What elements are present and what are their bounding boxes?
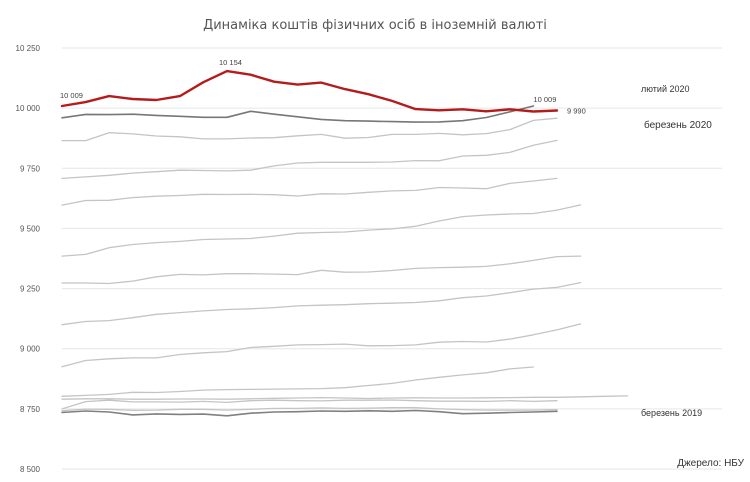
series-line-5: [61, 323, 582, 368]
data-label: 10 154: [219, 58, 242, 67]
y-tick-label: 9 750: [20, 164, 41, 173]
series-line-0: [61, 409, 558, 417]
label-layer: 10 009 10 154 10 009 9 990: [60, 58, 586, 115]
series-line-8: [61, 204, 582, 257]
series-line-12: [61, 105, 535, 123]
y-axis: 8 500 8 750 9 000 9 250 9 500 9 750 10 000 10 2…: [16, 44, 41, 474]
series-line-9: [61, 177, 558, 206]
y-tick-label: 10 250: [16, 44, 41, 53]
series-line-6: [61, 281, 582, 326]
data-label: 10 009: [533, 95, 556, 104]
series-line-11: [61, 117, 558, 142]
grid-layer: [62, 47, 722, 470]
series-line-3: [61, 395, 629, 400]
y-tick-label: 8 750: [20, 405, 41, 414]
series-line-2: [61, 399, 558, 410]
series-line-4: [61, 366, 535, 397]
y-tick-label: 8 500: [20, 465, 41, 474]
data-label: 10 009: [60, 91, 83, 100]
series-layer: [60, 69, 629, 417]
data-label: 9 990: [567, 107, 586, 116]
series-label-mar-2019: березень 2019: [641, 408, 702, 418]
series-line-10: [61, 139, 558, 180]
chart-title: Динаміка коштів фізичних осіб в іноземні…: [203, 18, 547, 33]
series-label-mar-2020: березень 2020: [644, 119, 712, 131]
y-tick-label: 9 250: [20, 285, 41, 294]
y-tick-label: 9 000: [20, 345, 41, 354]
series-label-feb-2020: лютий 2020: [641, 84, 690, 94]
y-tick-label: 10 000: [16, 104, 41, 113]
series-line-1: [61, 407, 558, 412]
y-tick-label: 9 500: [20, 224, 41, 233]
source-note: Джерело: НБУ: [677, 458, 744, 469]
series-line-7: [61, 255, 582, 285]
series-line-13: [60, 69, 559, 113]
